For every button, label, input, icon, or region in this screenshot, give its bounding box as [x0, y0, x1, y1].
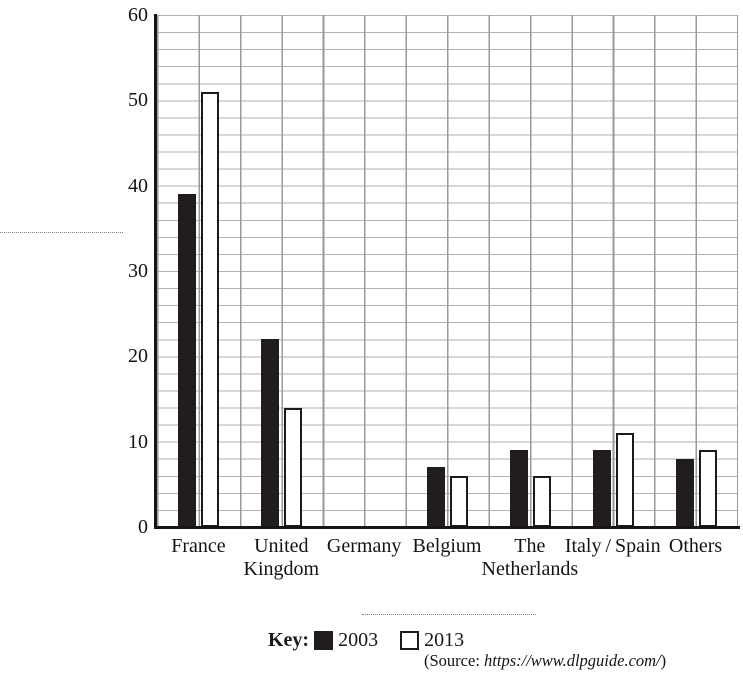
category-label-france: France [171, 535, 226, 557]
y-tick-label-40: 40 [128, 174, 148, 197]
y-tick-label-30: 30 [128, 260, 148, 282]
legend-swatch-2013 [400, 630, 420, 650]
y-tick-label-60: 60 [128, 4, 148, 26]
source-suffix: ) [660, 651, 667, 670]
dotted-rule-bottom [362, 614, 536, 615]
source-attribution: (Source: https://www.dlpguide.com/) [424, 651, 666, 671]
category-label-belgium: Belgium [412, 535, 482, 557]
category-label-germany: Germany [326, 535, 402, 557]
bar-2003-belgium [427, 467, 445, 527]
legend-swatch-2003 [314, 630, 334, 650]
bar-2003-others [675, 459, 694, 527]
plot-area [157, 15, 738, 527]
bar-2013-others [698, 450, 717, 527]
legend: Key: 2003 2013 [268, 628, 464, 652]
category-label-the-netherlands: The Netherlands [481, 535, 579, 580]
bar-2003-italy-spain [592, 450, 611, 527]
y-axis-line [153, 14, 157, 529]
y-tick-label-50: 50 [128, 89, 148, 112]
y-tick-label-10: 10 [128, 430, 148, 453]
dotted-rule-left [0, 232, 123, 233]
category-label-united-kingdom: United Kingdom [243, 535, 320, 580]
legend-label-2003: 2003 [338, 628, 379, 651]
bar-2013-united-kingdom [284, 408, 303, 527]
legend-title: Key: [268, 628, 310, 651]
bar-2003-united-kingdom [261, 339, 280, 527]
bar-2003-the-netherlands [509, 450, 528, 527]
bar-2013-belgium [450, 476, 468, 527]
category-label-others: Others [668, 535, 723, 557]
bar-2013-italy-spain [615, 433, 634, 527]
bar-2003-france [178, 194, 197, 527]
bar-2013-the-netherlands [532, 476, 551, 527]
legend-label-2013: 2013 [424, 628, 465, 651]
x-axis-line [153, 525, 740, 529]
source-url: https://www.dlpguide.com/ [484, 651, 661, 670]
source-prefix: (Source: [424, 651, 485, 670]
y-tick-label-20: 20 [128, 345, 148, 368]
bar-2013-france [201, 92, 220, 527]
y-tick-label-0: 0 [138, 516, 148, 538]
category-label-italy-spain: Italy / Spain [564, 535, 661, 557]
